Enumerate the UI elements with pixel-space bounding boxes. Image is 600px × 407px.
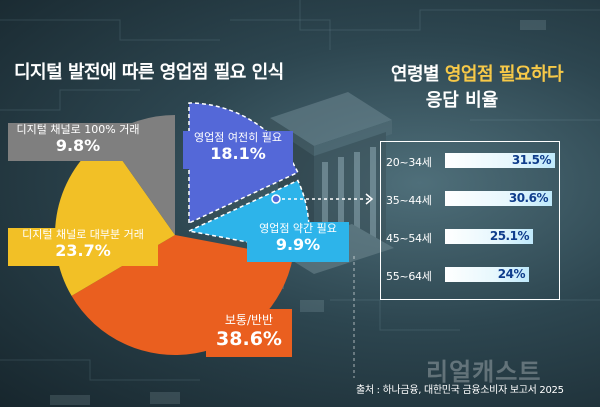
bar-category-label: 55~64세 [386,270,432,283]
bar [445,191,552,206]
slice-label: 디지털 채널로 대부분 거래 [22,228,144,241]
callout-neutral: 보통/반반 38.6% [206,309,292,357]
bar [445,153,555,168]
slice-label: 보통/반반 [224,313,274,327]
callout-digital-100: 디지털 채널로 100% 거래 9.8% [8,123,148,161]
callout-digital-mostly: 디지털 채널로 대부분 거래 23.7% [8,228,158,266]
bar-chart-panel [380,141,560,300]
watermark: 리얼캐스트 [426,358,542,386]
slice-value: 9.9% [275,235,321,254]
slice-label: 영업점 여전히 필요 [194,131,282,144]
callout-somewhat-needed: 영업점 약간 필요 9.9% [247,222,349,262]
slice-label: 디지털 채널로 100% 거래 [16,123,140,136]
bar-chart-title-prefix: 연령별 [390,64,445,85]
bar-chart-title-line2: 응답 비율 [425,90,499,111]
pie-chart-title: 디지털 발전에 따른 영업점 필요 인식 [14,62,284,83]
bar-value-label: 25.1% [489,229,530,243]
slice-value: 38.6% [216,328,282,350]
slice-label: 영업점 약간 필요 [259,222,337,235]
slice-value: 23.7% [55,241,111,260]
bar-category-label: 35~44세 [386,194,432,207]
slice-value: 9.8% [55,136,101,155]
bar [445,267,529,282]
bar-value-label: 24% [497,267,526,281]
bar-category-label: 20~34세 [386,156,432,169]
source-note: 출처 : 하나금융, 대한민국 금융소비자 보고서 2025 [356,385,564,396]
bar-category-label: 45~54세 [386,232,432,245]
slice-value: 18.1% [210,144,266,163]
callout-still-needed: 영업점 여전히 필요 18.1% [183,131,293,169]
bar-value-label: 30.6% [508,191,549,205]
bar-value-label: 31.5% [511,153,552,167]
bar-chart-title: 연령별 영업점 필요하다 [362,60,592,86]
bar-chart-title-highlight: 영업점 필요하다 [444,64,564,85]
bar [445,229,533,244]
